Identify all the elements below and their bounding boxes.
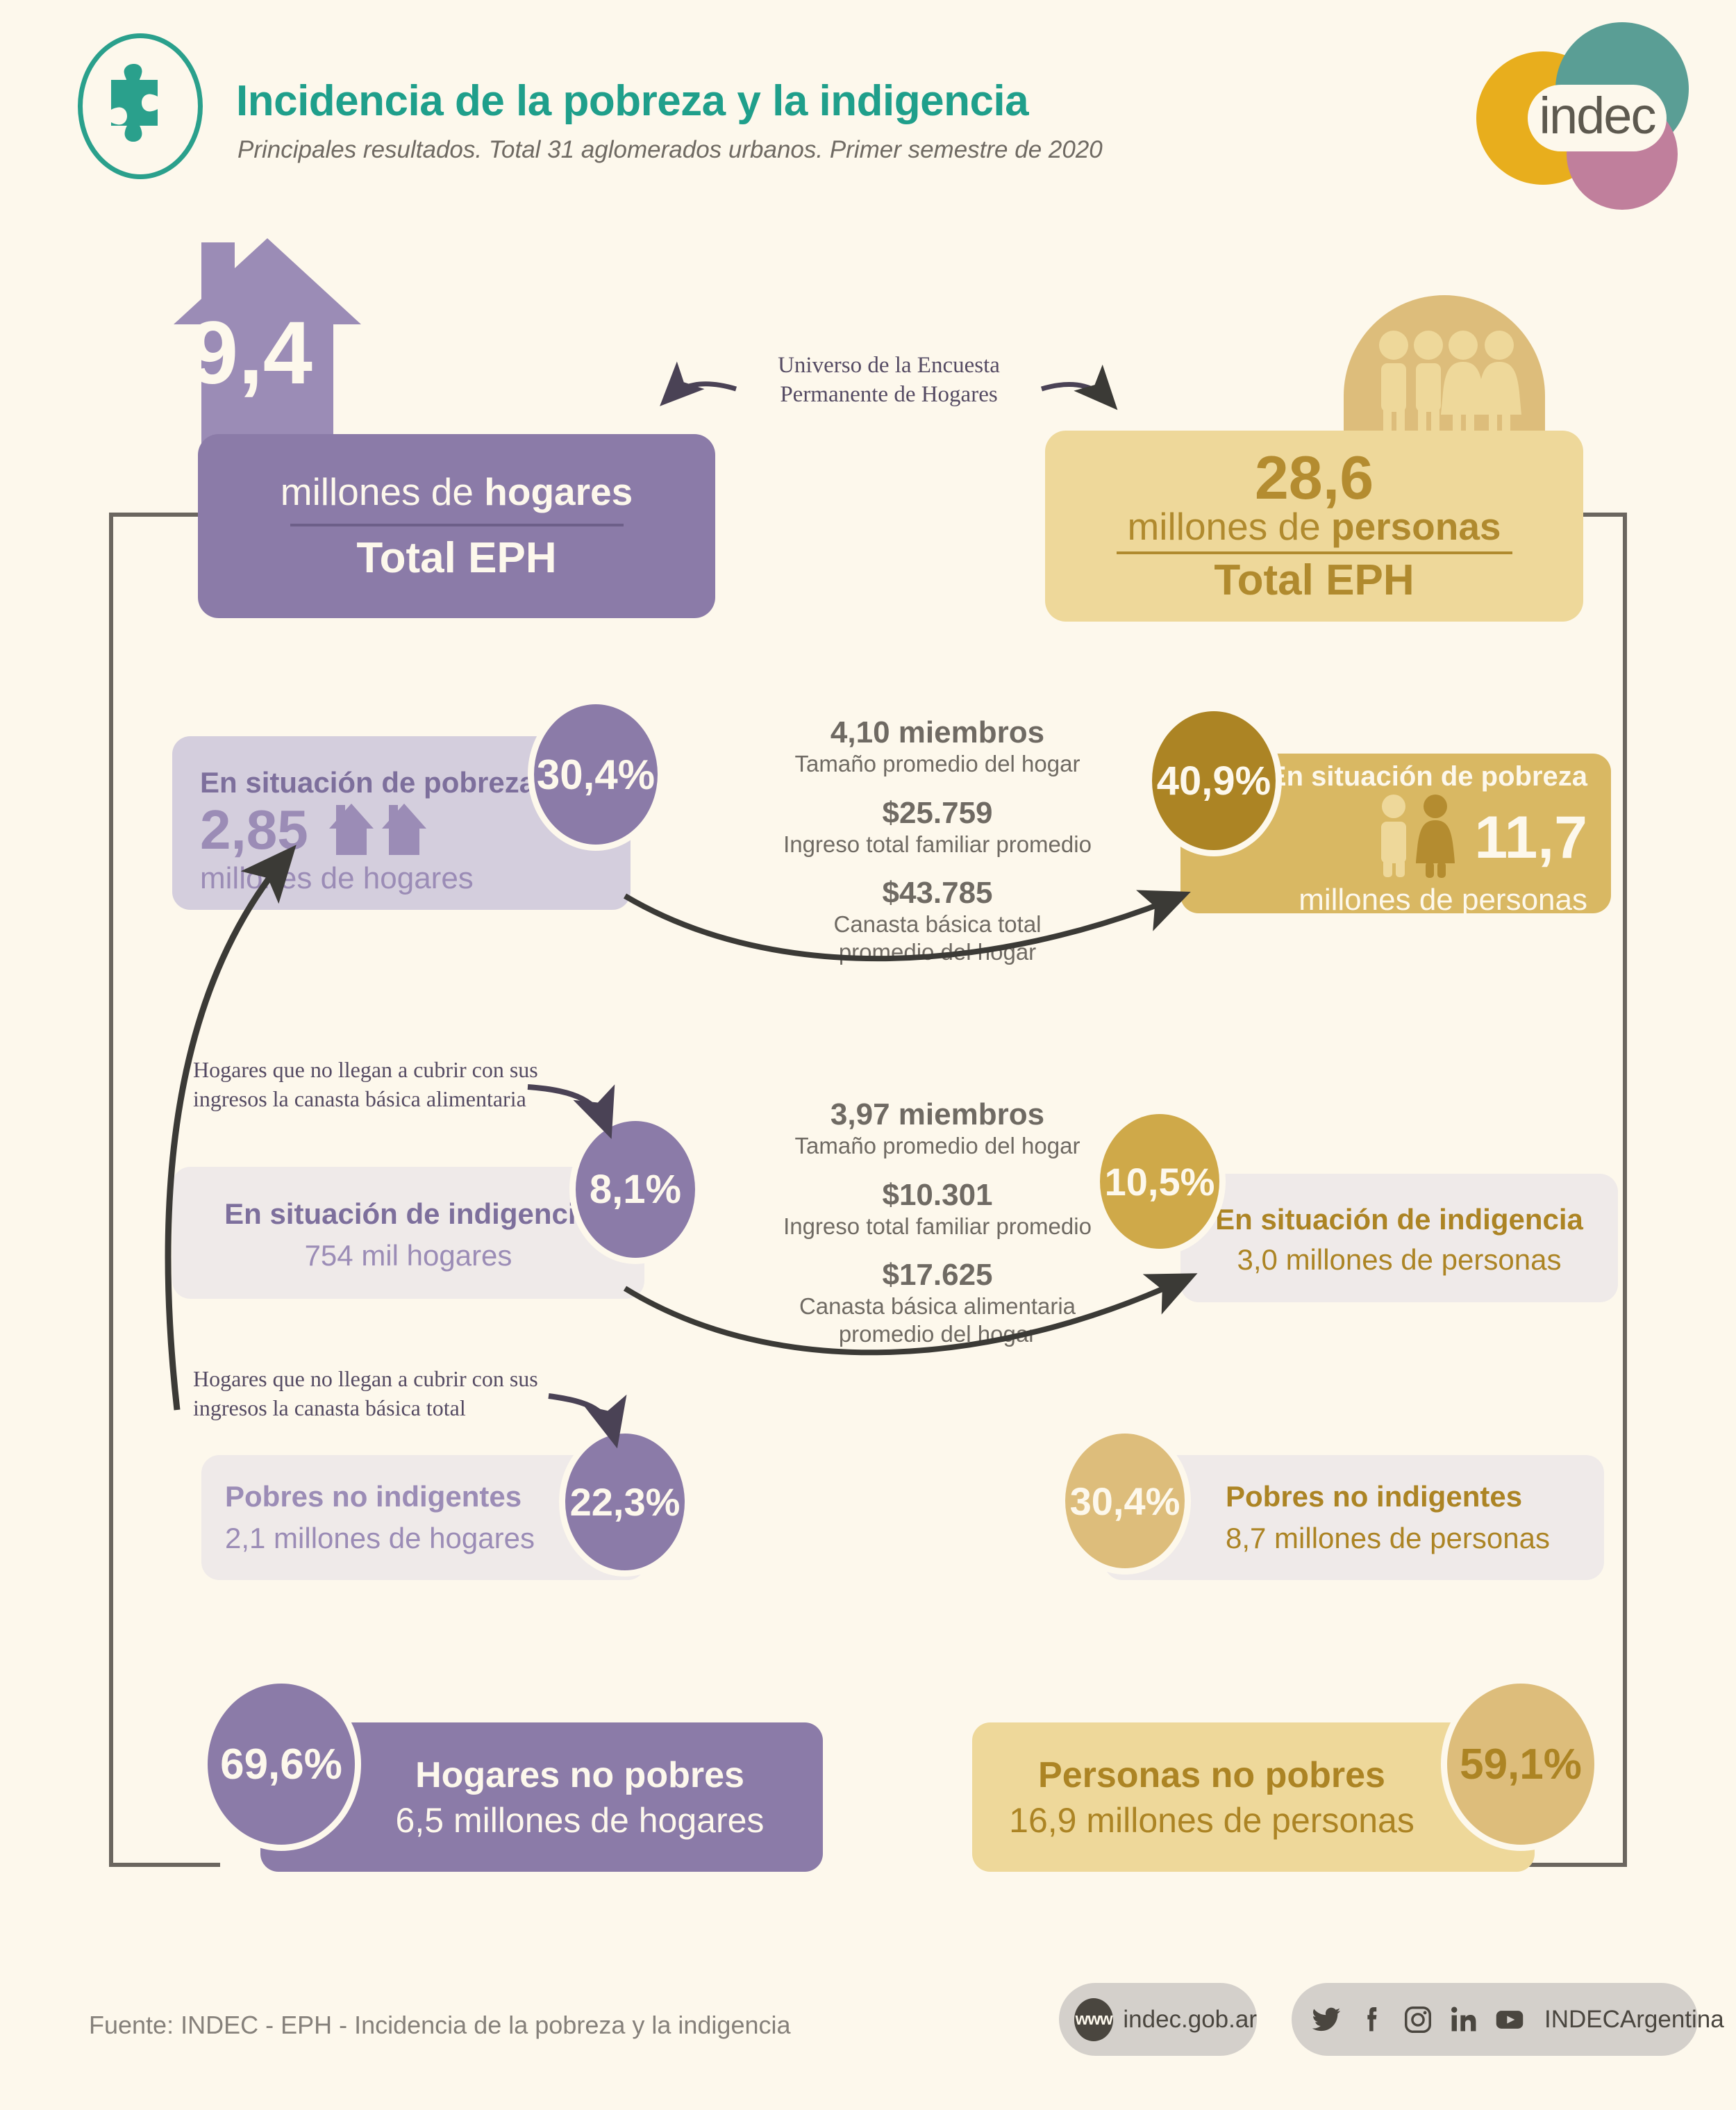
households-non-poor-value: 6,5 millones de hogares [395, 1800, 765, 1840]
total-households-unit: millones de hogares [280, 470, 633, 513]
website-pill[interactable]: www indec.gob.ar [1059, 1983, 1257, 2056]
total-households-value: 9,4 [189, 304, 312, 403]
non-indigent-poor-note: Hogares que no llegan a cubrir con sus i… [193, 1366, 538, 1420]
youtube-icon[interactable] [1494, 2004, 1525, 2035]
instagram-icon[interactable] [1403, 2004, 1433, 2035]
people-poverty-unit: millones de personas [1299, 882, 1587, 917]
households-poverty-unit: millones de hogares [200, 861, 474, 895]
people-indigence-card: En situación de indigencia 3,0 millones … [1180, 1174, 1618, 1302]
indigence-basket-value: $17.625 [882, 1258, 993, 1293]
social-handle: INDECArgentina [1544, 2005, 1724, 2033]
households-non-poor-title: Hogares no pobres [415, 1754, 744, 1795]
people-poverty-value: 11,7 [1474, 804, 1587, 871]
universe-caption: Universo de la Encuesta Permanente de Ho… [750, 351, 1028, 409]
total-people-card: 28,6 millones de personas Total EPH [1045, 431, 1583, 622]
poverty-basket-label: Canasta básica total promedio del hogar [833, 911, 1042, 965]
households-non-indigent-poor-pct: 22,3% [559, 1427, 691, 1577]
people-non-poor-value: 16,9 millones de personas [1009, 1800, 1414, 1840]
people-non-indigent-poor-pct: 30,4% [1059, 1427, 1191, 1575]
poverty-income-value: $25.759 [882, 795, 993, 830]
bracket-left [109, 513, 220, 1867]
universe-caption-line2: Permanente de Hogares [780, 382, 998, 408]
total-people-value: 28,6 [1254, 443, 1374, 512]
total-people-unit: millones de personas [1127, 505, 1501, 548]
people-indigence-pct: 10,5% [1094, 1108, 1226, 1255]
poverty-income-label: Ingreso total familiar promedio [783, 831, 1092, 857]
households-poverty-value: 2,85 [200, 799, 308, 861]
indigence-income-label: Ingreso total familiar promedio [783, 1213, 1092, 1239]
universe-arrow-left [660, 361, 737, 406]
www-icon: www [1074, 1997, 1114, 2041]
svg-text:indec: indec [1539, 87, 1656, 144]
indigence-stats-group: 3,97 miembros Tamaño promedio del hogar … [757, 1097, 1118, 1347]
people-non-poor-card: Personas no pobres 16,9 millones de pers… [972, 1722, 1535, 1872]
puzzle-piece-icon [78, 33, 203, 179]
people-group-icon [1344, 295, 1545, 455]
indigence-income-value: $10.301 [882, 1177, 993, 1212]
people-indigence-value: 3,0 millones de personas [1237, 1243, 1562, 1276]
twitter-icon[interactable] [1311, 2004, 1342, 2035]
social-pill[interactable]: INDECArgentina [1292, 1983, 1724, 2056]
households-poverty-title: En situación de pobreza [200, 765, 536, 799]
page-title: Incidencia de la pobreza y la indigencia [236, 77, 1029, 125]
people-non-poor-pct: 59,1% [1441, 1677, 1601, 1851]
poverty-basket-value: $43.785 [882, 876, 993, 911]
indigence-note: Hogares que no llegan a cubrir con sus i… [193, 1057, 538, 1111]
facebook-icon[interactable] [1357, 2004, 1387, 2035]
indigence-household-size-label: Tamaño promedio del hogar [794, 1133, 1080, 1158]
linkedin-icon[interactable] [1449, 2004, 1479, 2035]
people-non-indigent-poor-title: Pobres no indigentes [1226, 1480, 1523, 1513]
households-non-poor-pct: 69,6% [201, 1677, 361, 1851]
poverty-household-size-label: Tamaño promedio del hogar [794, 751, 1080, 776]
total-people-label: Total EPH [1214, 556, 1414, 604]
indigence-household-size-value: 3,97 miembros [830, 1097, 1045, 1131]
divider [1116, 551, 1512, 554]
indigence-basket-label: Canasta básica alimentaria promedio del … [799, 1293, 1076, 1347]
footer-source: Fuente: INDEC - EPH - Incidencia de la p… [89, 2011, 791, 2039]
divider [290, 524, 624, 526]
people-poverty-title: En situación de pobreza [1267, 761, 1587, 792]
house-icon [174, 233, 375, 448]
households-indigence-value: 754 mil hogares [304, 1239, 512, 1272]
poverty-stats-group: 4,10 miembros Tamaño promedio del hogar … [757, 715, 1118, 965]
households-non-indigent-poor-title: Pobres no indigentes [225, 1480, 522, 1513]
households-indigence-title: En situación de indigencia [224, 1197, 592, 1230]
households-poverty-pct: 30,4% [528, 698, 664, 851]
total-households-card: millones de hogares Total EPH [198, 434, 715, 618]
people-non-indigent-poor-value: 8,7 millones de personas [1226, 1522, 1550, 1554]
people-poverty-pct: 40,9% [1146, 705, 1282, 856]
indec-logo: indec [1458, 21, 1715, 215]
page-subtitle: Principales resultados. Total 31 aglomer… [237, 136, 1103, 163]
households-indigence-pct: 8,1% [569, 1115, 701, 1264]
two-houses-icon [326, 801, 431, 860]
universe-caption-line1: Universo de la Encuesta [778, 353, 1000, 378]
poverty-household-size-value: 4,10 miembros [830, 715, 1045, 749]
people-non-poor-title: Personas no pobres [1038, 1754, 1385, 1795]
households-non-indigent-poor-value: 2,1 millones de hogares [225, 1522, 535, 1554]
total-households-label: Total EPH [356, 534, 557, 582]
people-indigence-title: En situación de indigencia [1215, 1202, 1583, 1236]
universe-arrow-right [1040, 364, 1118, 410]
man-woman-icon [1371, 792, 1462, 883]
website-url[interactable]: indec.gob.ar [1123, 2005, 1257, 2033]
